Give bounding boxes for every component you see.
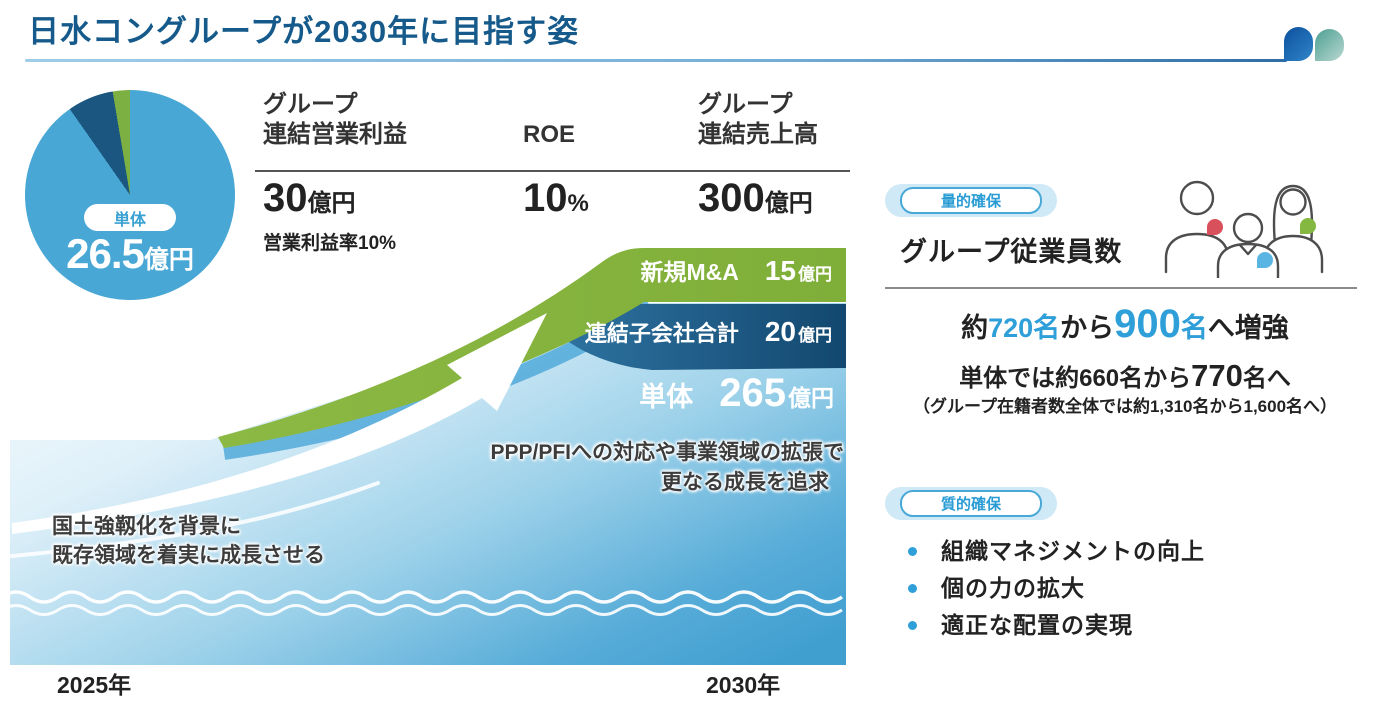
bullet-icon	[908, 584, 917, 593]
green-drop-badge-icon	[1300, 226, 1308, 234]
pie-label: 単体	[113, 211, 146, 229]
red-drop-badge-icon	[1207, 227, 1215, 235]
kpi-header-roe: ROE	[523, 121, 576, 148]
band-ma-area	[218, 248, 846, 448]
chart-note-left: 国土強靱化を背景に 既存領域を着実に成長させる	[52, 515, 325, 567]
x-axis-label-2030: 2030年	[706, 672, 781, 698]
list-item: 個の力の拡大	[908, 574, 1348, 602]
band-tantai-area	[10, 303, 846, 665]
kpi-value-roe: 10%	[523, 176, 589, 220]
kpi-header-sales: グループ 連結売上高	[698, 91, 818, 148]
operating-profit-pie-chart: 単体 26.5億円	[25, 90, 235, 300]
kpi-value-profit: 30億円	[263, 176, 356, 220]
bullet-icon	[908, 547, 917, 556]
people-group-icon	[1152, 176, 1337, 283]
employees-title: グループ従業員数	[900, 237, 1123, 267]
company-logo	[1284, 25, 1359, 62]
logo-teal-drop-icon	[1315, 29, 1344, 61]
kpi-profit-note: 営業利益率10%	[263, 233, 397, 254]
x-axis-label-2025: 2025年	[57, 672, 132, 698]
panel-divider	[885, 287, 1357, 289]
qualitative-list: 組織マネジメントの向上 個の力の拡大 適正な配置の実現	[908, 537, 1348, 648]
title-underline	[25, 59, 1287, 62]
band-label-ma: 新規M&A 15 億円	[640, 255, 832, 286]
wave-line-top	[10, 590, 844, 604]
person-center-head	[1232, 212, 1264, 244]
kpi-value-sales: 300億円	[698, 176, 813, 220]
band-label-tantai: 単体 265億円	[639, 371, 834, 415]
pie-value-number: 26.5	[66, 230, 145, 277]
chart-note-right: PPP/PFIへの対応や事業領域の拡張で 更なる成長を追求	[490, 441, 844, 494]
pie-label-pill: 単体	[84, 204, 176, 231]
band-subsidiaries-area	[562, 304, 846, 370]
quantitative-badge: 量的確保	[885, 184, 1057, 217]
person-right-head	[1279, 188, 1307, 216]
growth-chart-canvas	[10, 248, 846, 665]
employees-total-note: （グループ在籍者数全体では約1,310名から1,600名へ）	[912, 397, 1338, 416]
list-item: 適正な配置の実現	[908, 611, 1348, 639]
list-item: 組織マネジメントの向上	[908, 537, 1348, 565]
person-left-head	[1179, 180, 1215, 216]
kpi-divider	[255, 170, 850, 172]
kpi-table: グループ 連結営業利益 ROE グループ 連結売上高 30億円 10% 300億…	[255, 88, 850, 258]
growth-area-chart: 新規M&A 15 億円 連結子会社合計 20 億円 単体 265億円 PPP/PFIへの対…	[10, 240, 846, 665]
arrow-trail-line	[10, 481, 380, 558]
kpi-header-profit: グループ 連結営業利益	[263, 91, 407, 148]
page-title: 日水コングループが2030年に目指す姿	[28, 14, 580, 49]
bullet-icon	[908, 621, 917, 630]
blue-drop-badge-icon	[1257, 260, 1265, 268]
employees-headcount-line: 約720名から900名へ増強	[961, 302, 1289, 346]
band-label-subsidiaries: 連結子会社合計 20 億円	[584, 316, 832, 347]
person-badges	[1207, 218, 1316, 268]
employees-standalone-line: 単体では約660名から770名へ	[959, 358, 1291, 393]
logo-blue-drop-icon	[1284, 27, 1313, 61]
qualitative-badge: 質的確保	[885, 487, 1057, 520]
pie-value-unit: 億円	[143, 246, 194, 274]
person-center-collar	[1238, 243, 1258, 256]
pie-value: 26.5億円	[25, 230, 235, 278]
wave-line-bottom	[10, 604, 843, 616]
